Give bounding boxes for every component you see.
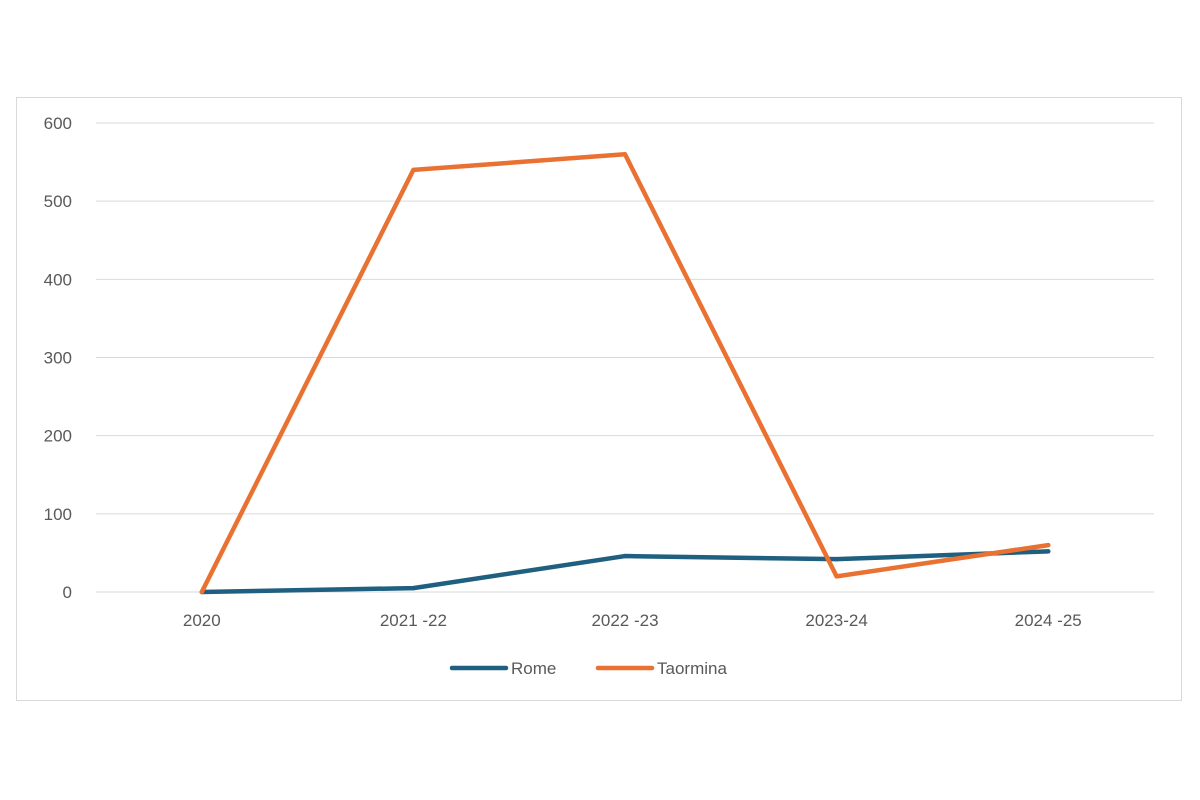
x-tick-label: 2020 [183,611,221,630]
y-tick-label: 400 [44,270,72,289]
legend: Rome Taormina [449,659,727,678]
y-tick-label: 100 [44,505,72,524]
data-point-taormina [622,152,628,157]
data-point-rome [622,553,628,559]
x-tick-label: 2021 -22 [380,611,447,630]
y-tick-label: 500 [44,192,72,211]
x-tick-label: 2024 -25 [1015,611,1082,630]
y-tick-label: 600 [44,114,72,133]
data-point-taormina [411,167,416,173]
chart-frame [16,97,1182,701]
y-tick-label: 200 [44,427,72,446]
data-point-taormina [1046,542,1051,548]
legend-label-taormina: Taormina [657,659,727,678]
data-point-taormina [199,589,204,595]
data-point-rome [1046,549,1051,554]
gridlines [96,122,1154,593]
y-tick-label: 0 [63,583,72,602]
legend-label-rome: Rome [511,659,556,678]
y-tick-label: 300 [44,349,72,368]
series-line-taormina [199,152,1051,595]
x-tick-label: 2023-24 [805,611,867,630]
x-axis-ticks: 2020 2021 -22 2022 -23 2023-24 2024 -25 [183,611,1082,630]
data-point-taormina [834,574,839,579]
series-lines [199,152,1051,595]
data-point-rome [834,556,839,562]
x-tick-label: 2022 -23 [591,611,658,630]
data-point-rome [411,585,416,591]
y-axis-ticks: 0 100 200 300 400 500 600 [44,114,72,602]
